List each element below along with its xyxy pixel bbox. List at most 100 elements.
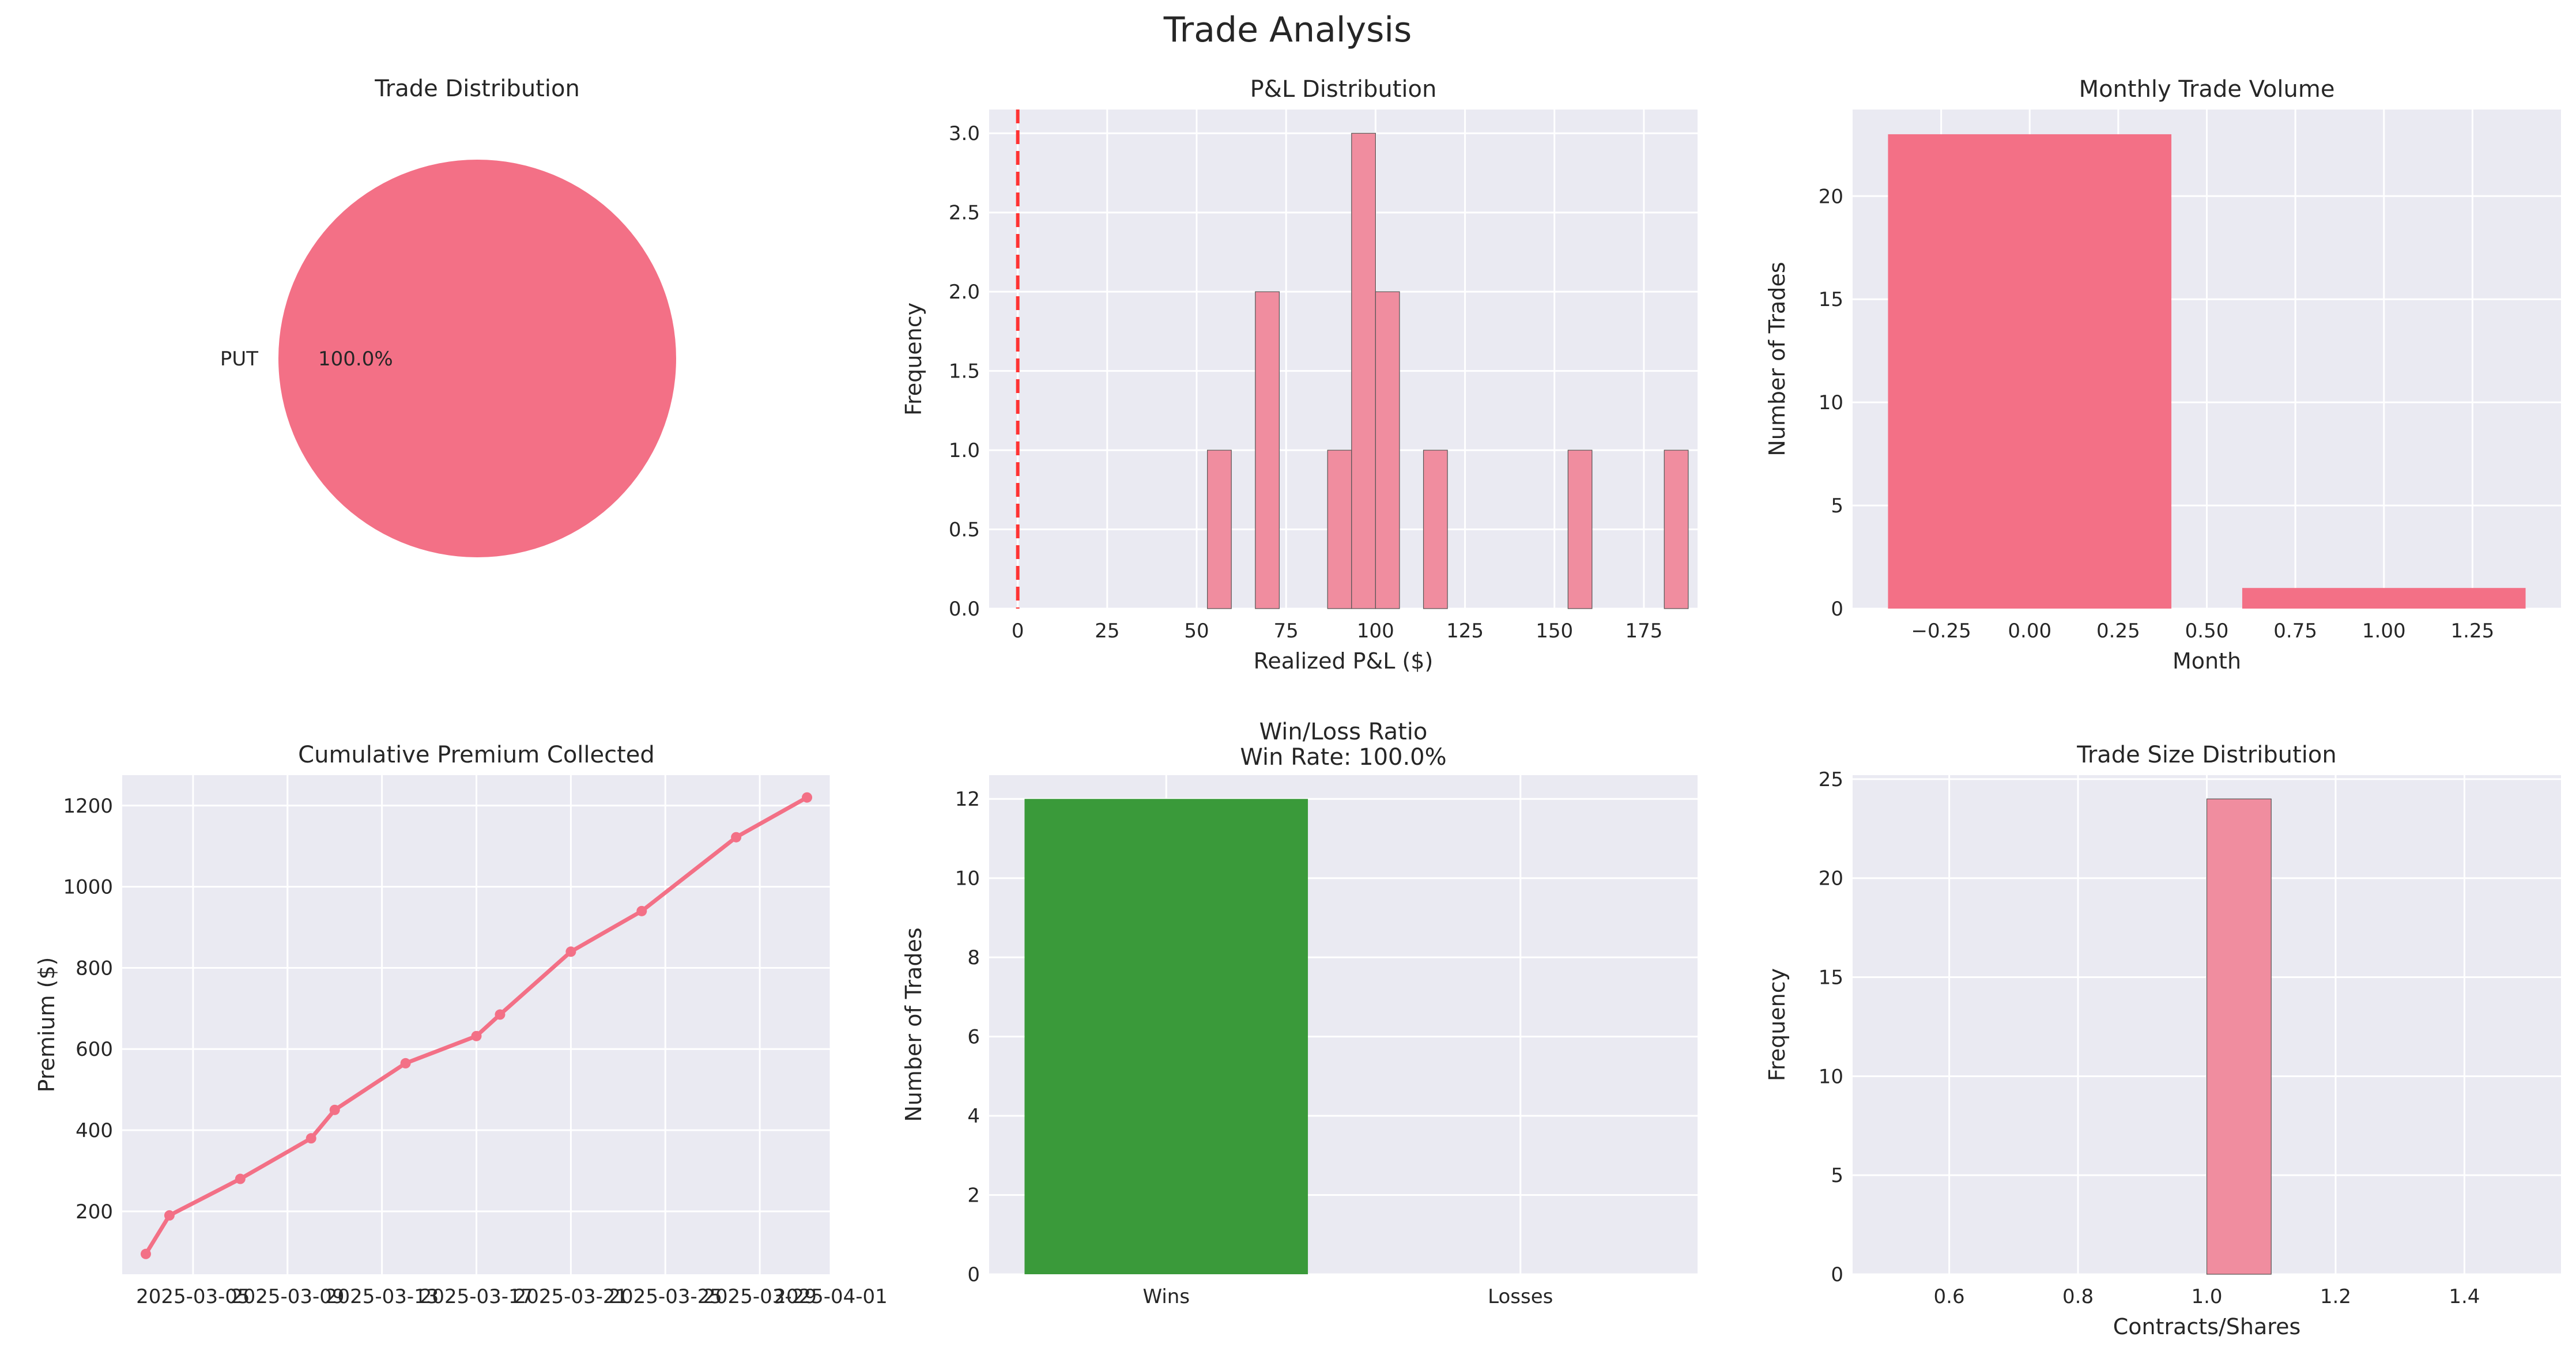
panel-title: Trade Size Distribution: [2076, 742, 2336, 768]
histogram-bar: [1567, 450, 1593, 609]
x-tick-label: 2025-04-01: [774, 1285, 888, 1308]
y-tick-label: 1200: [63, 795, 113, 818]
y-tick-label: 0: [1831, 598, 1843, 621]
x-tick-label: 1.25: [2451, 620, 2495, 643]
y-tick-label: 10: [955, 867, 980, 890]
y-tick-label: 200: [76, 1200, 113, 1224]
panel-title: Monthly Trade Volume: [2079, 76, 2335, 103]
x-tick-label: 150: [1536, 620, 1573, 643]
y-tick-label: 800: [76, 957, 113, 980]
y-tick-label: 10: [1819, 1065, 1843, 1088]
y-tick-label: 2.0: [949, 281, 980, 304]
pie-slice: [278, 160, 676, 557]
histogram-bar: [1255, 291, 1280, 609]
histogram-bar: [1207, 450, 1232, 609]
x-tick-label: 1.0: [2191, 1285, 2222, 1308]
y-tick-label: 600: [76, 1038, 113, 1061]
x-tick-label: 2025-03-21: [514, 1285, 628, 1308]
premium-point: [636, 905, 647, 916]
x-tick-label: 0.50: [2185, 620, 2229, 643]
x-tick-label: 1.2: [2320, 1285, 2351, 1308]
panel-title: Trade Distribution: [374, 75, 580, 102]
x-tick-label: 0.00: [2008, 620, 2051, 643]
premium-point: [495, 1009, 506, 1020]
y-tick-label: 0.0: [949, 598, 980, 621]
y-axis-label: Frequency: [901, 303, 926, 416]
histogram-bar: [1423, 450, 1448, 609]
y-axis-label: Number of Trades: [1764, 262, 1790, 456]
x-tick-label: Wins: [1142, 1285, 1190, 1308]
y-tick-label: 4: [967, 1105, 980, 1128]
x-axis-label: Realized P&L ($): [1254, 648, 1434, 674]
y-tick-label: 8: [967, 946, 980, 969]
y-tick-label: 5: [1831, 494, 1843, 518]
premium-point: [235, 1173, 246, 1184]
y-tick-label: 0: [1831, 1263, 1843, 1286]
histogram-bar: [2206, 798, 2272, 1275]
trade-size-distribution-panel: Trade Size Distribution Contracts/Shares F…: [1764, 742, 2561, 1339]
bar: [2242, 588, 2526, 609]
x-tick-label: 2025-03-25: [608, 1285, 722, 1308]
x-tick-label: 2025-03-29: [703, 1285, 817, 1308]
y-tick-label: 20: [1819, 867, 1843, 890]
premium-point: [164, 1210, 175, 1221]
x-tick-label: 0: [1012, 620, 1024, 643]
panel-title: P&L Distribution: [1250, 76, 1437, 103]
y-axis-label: Number of Trades: [901, 927, 926, 1122]
y-tick-label: 2: [967, 1184, 980, 1207]
x-tick-label: 100: [1357, 620, 1394, 643]
y-tick-label: 15: [1819, 966, 1843, 990]
y-tick-label: 6: [967, 1026, 980, 1049]
x-tick-label: 125: [1446, 620, 1484, 643]
y-tick-label: 25: [1819, 768, 1843, 791]
premium-point: [471, 1030, 482, 1041]
y-tick-label: 5: [1831, 1164, 1843, 1187]
histogram-bar: [1351, 133, 1376, 609]
x-tick-label: 2025-03-05: [136, 1285, 250, 1308]
histogram-bar: [1664, 450, 1689, 609]
premium-point: [329, 1104, 340, 1115]
premium-point: [565, 946, 576, 957]
x-axis-label: Contracts/Shares: [2113, 1314, 2301, 1339]
x-tick-label: 0.75: [2273, 620, 2317, 643]
y-tick-label: 1000: [63, 876, 113, 899]
figure-title: Trade Analysis: [1163, 10, 1412, 50]
y-tick-label: 3.0: [949, 122, 980, 145]
monthly-trade-volume-panel: Monthly Trade Volume Month Number of Trade…: [1764, 76, 2561, 674]
x-tick-label: 0.25: [2096, 620, 2140, 643]
y-tick-label: 0.5: [949, 519, 980, 542]
histogram-bar: [1375, 291, 1400, 609]
y-axis-label: Frequency: [1764, 968, 1790, 1081]
trade-distribution-pie-panel: Trade Distribution PUT 100.0%: [220, 75, 676, 557]
y-tick-label: 400: [76, 1119, 113, 1142]
premium-point: [140, 1248, 151, 1259]
pie-slice-label: PUT: [220, 348, 258, 371]
x-tick-label: 175: [1625, 620, 1662, 643]
x-tick-label: 0.8: [2062, 1285, 2094, 1308]
premium-point: [400, 1058, 411, 1068]
y-tick-label: 10: [1819, 391, 1843, 414]
x-tick-label: Losses: [1488, 1285, 1553, 1308]
y-axis-label: Premium ($): [34, 957, 59, 1093]
y-tick-label: 12: [955, 788, 980, 811]
premium-point: [802, 792, 813, 803]
y-tick-label: 1.0: [949, 439, 980, 462]
panel-subtitle: Win Rate: 100.0%: [1240, 744, 1446, 771]
x-tick-label: 50: [1184, 620, 1209, 643]
x-tick-label: 25: [1095, 620, 1119, 643]
x-axis-label: Month: [2173, 648, 2241, 674]
bar-wins: [1024, 799, 1308, 1274]
y-tick-label: 20: [1819, 185, 1843, 208]
x-tick-label: 1.00: [2362, 620, 2406, 643]
bar: [1888, 134, 2172, 609]
premium-line: [144, 795, 808, 1255]
x-tick-label: −0.25: [1911, 620, 1971, 643]
x-tick-label: 0.6: [1934, 1285, 1965, 1308]
cumulative-premium-panel: Cumulative Premium Collected Premium ($) 2…: [34, 742, 888, 1308]
x-tick-label: 2025-03-17: [420, 1285, 534, 1308]
premium-point: [731, 832, 742, 843]
x-tick-label: 2025-03-09: [231, 1285, 345, 1308]
panel-title: Win/Loss Ratio: [1259, 719, 1428, 745]
